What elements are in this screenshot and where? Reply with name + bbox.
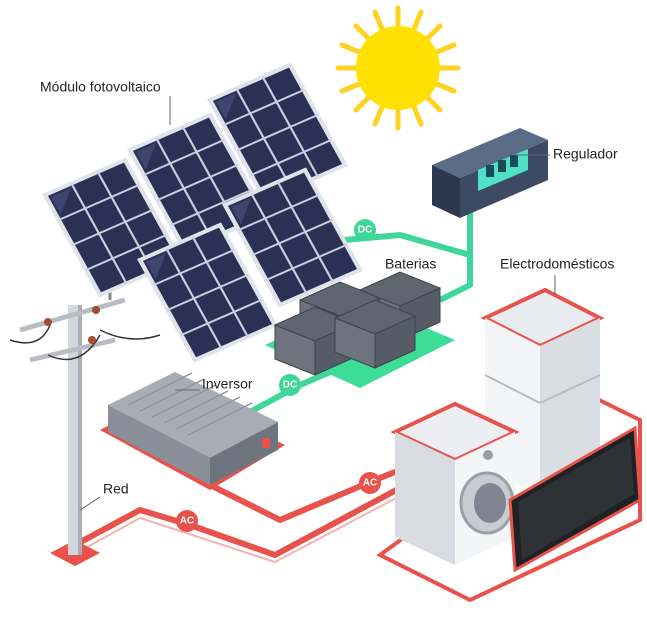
label: Módulo fotovoltaico — [40, 79, 161, 95]
label: Red — [103, 481, 129, 497]
label: Baterias — [385, 256, 436, 272]
badge-label: AC — [363, 478, 377, 489]
label: Regulador — [553, 146, 618, 162]
regulator — [432, 128, 548, 218]
label: Electrodomésticos — [500, 256, 614, 272]
badge-label: DC — [283, 380, 297, 391]
solar-diagram: DC DC AC AC Módulo fotovoltaico Regulado… — [0, 0, 647, 619]
ac-wires-light — [78, 496, 400, 562]
label: Inversor — [202, 376, 253, 392]
badge-label: DC — [358, 225, 372, 236]
badge-label: AC — [180, 516, 194, 527]
sun — [338, 8, 458, 128]
